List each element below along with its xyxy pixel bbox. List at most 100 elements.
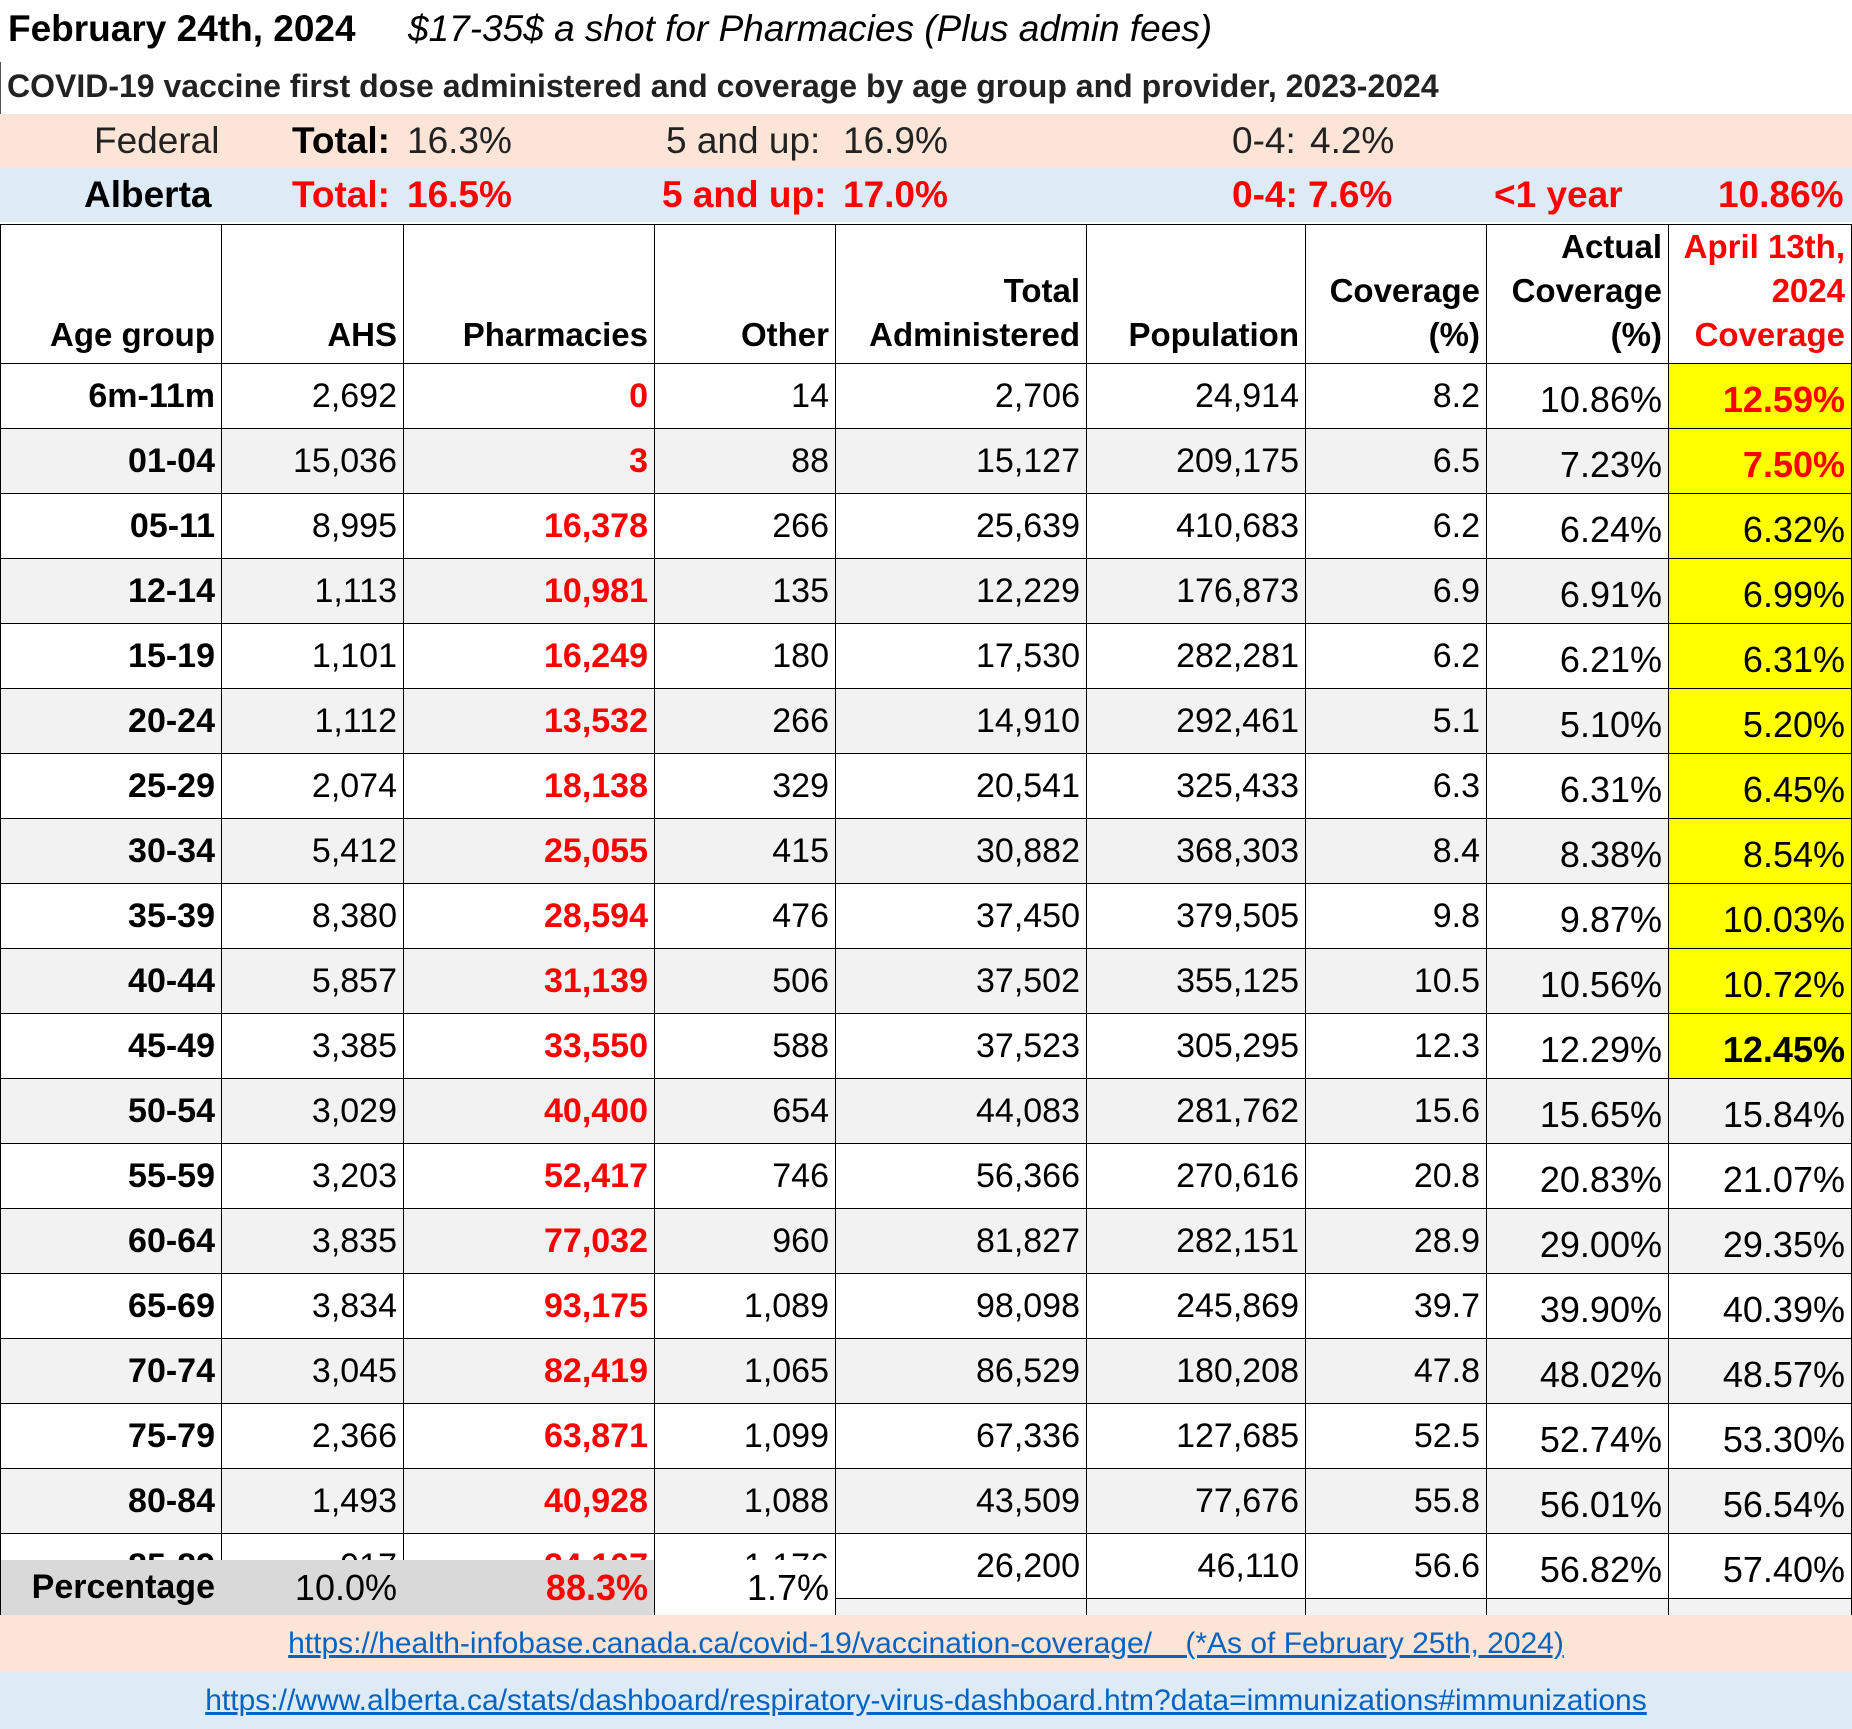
source-federal: https://health-infobase.canada.ca/covid-… <box>0 1615 1852 1672</box>
april-coverage-cell: 56.54% <box>1668 1468 1852 1534</box>
april-coverage-cell: 7.50% <box>1668 428 1852 494</box>
alberta-source-link[interactable]: https://www.alberta.ca/stats/dashboard/r… <box>205 1684 1647 1717</box>
pharmacies-cell: 18,138 <box>403 753 655 819</box>
age-cell: 01-04 <box>0 428 222 494</box>
population-cell: 46,110 <box>1086 1533 1306 1599</box>
table-row: 75-79 2,366 63,871 1,099 67,336 127,685 52.5 52… <box>0 1403 1852 1469</box>
actual-coverage-cell: 52.74% <box>1486 1403 1669 1469</box>
federal-source-link[interactable]: https://health-infobase.canada.ca/covid-… <box>288 1627 1564 1660</box>
alberta-five-up-value: 17.0% <box>843 174 948 215</box>
total-administered-cell: 98,098 <box>835 1273 1087 1339</box>
other-cell: 180 <box>654 623 836 689</box>
pharmacies-cell: 33,550 <box>403 1013 655 1079</box>
population-cell: 245,869 <box>1086 1273 1306 1339</box>
other-cell: 960 <box>654 1208 836 1274</box>
april-coverage-cell: 57.40% <box>1668 1533 1852 1599</box>
coverage-cell: 8.2 <box>1305 363 1487 429</box>
federal-total-value: 16.3% <box>407 120 512 161</box>
coverage-cell: 10.5 <box>1305 948 1487 1014</box>
other-cell: 14 <box>654 363 836 429</box>
age-cell: 70-74 <box>0 1338 222 1404</box>
ahs-cell: 2,692 <box>221 363 404 429</box>
april-coverage-cell: 10.72% <box>1668 948 1852 1014</box>
actual-coverage-cell: 6.21% <box>1486 623 1669 689</box>
coverage-cell: 6.9 <box>1305 558 1487 624</box>
population-cell: 282,281 <box>1086 623 1306 689</box>
total-administered-cell: 67,336 <box>835 1403 1087 1469</box>
col-header-actual-coverage: Actual Coverage (%) <box>1486 224 1669 364</box>
col-header-total: Total Administered <box>835 224 1087 364</box>
population-cell: 355,125 <box>1086 948 1306 1014</box>
other-cell: 1,089 <box>654 1273 836 1339</box>
age-cell: 05-11 <box>0 493 222 559</box>
actual-coverage-cell: 5.10% <box>1486 688 1669 754</box>
total-administered-cell: 2,706 <box>835 363 1087 429</box>
total-administered-cell: 20,541 <box>835 753 1087 819</box>
actual-coverage-cell: 6.91% <box>1486 558 1669 624</box>
col-header-age: Age group <box>0 224 222 364</box>
actual-coverage-cell: 7.23% <box>1486 428 1669 494</box>
total-administered-cell: 37,502 <box>835 948 1087 1014</box>
federal-summary: Federal Total: 16.3% 5 and up: 16.9% 0-4… <box>0 114 1852 168</box>
table-row: 35-39 8,380 28,594 476 37,450 379,505 9.8 9.87%… <box>0 883 1852 949</box>
ahs-cell: 15,036 <box>221 428 404 494</box>
age-cell: 50-54 <box>0 1078 222 1144</box>
total-administered-cell: 15,127 <box>835 428 1087 494</box>
age-cell: 15-19 <box>0 623 222 689</box>
population-cell: 410,683 <box>1086 493 1306 559</box>
age-cell: 60-64 <box>0 1208 222 1274</box>
pharmacies-cell: 77,032 <box>403 1208 655 1274</box>
table-row: 15-19 1,101 16,249 180 17,530 282,281 6.2 6.21%… <box>0 623 1852 689</box>
other-cell: 266 <box>654 688 836 754</box>
table-row: 50-54 3,029 40,400 654 44,083 281,762 15.6 15.6… <box>0 1078 1852 1144</box>
total-administered-cell: 37,450 <box>835 883 1087 949</box>
pharmacies-cell: 63,871 <box>403 1403 655 1469</box>
header-row: Age group AHS Pharmacies Other Total Admi… <box>0 224 1852 364</box>
ahs-cell: 8,380 <box>221 883 404 949</box>
actual-coverage-cell: 56.01% <box>1486 1468 1669 1534</box>
col-header-april-coverage: April 13th, 2024 Coverage <box>1668 224 1852 364</box>
actual-coverage-cell: 29.00% <box>1486 1208 1669 1274</box>
pharmacies-cell: 10,981 <box>403 558 655 624</box>
coverage-cell: 6.2 <box>1305 623 1487 689</box>
ahs-cell: 3,385 <box>221 1013 404 1079</box>
alberta-under-one-label: <1 year <box>1494 174 1623 215</box>
alberta-total-label: Total: <box>292 174 390 215</box>
population-cell: 180,208 <box>1086 1338 1306 1404</box>
actual-coverage-cell: 10.56% <box>1486 948 1669 1014</box>
coverage-cell: 15.6 <box>1305 1078 1487 1144</box>
alberta-under-one-value: 10.86% <box>1718 174 1844 215</box>
coverage-cell: 8.4 <box>1305 818 1487 884</box>
coverage-table: Age group AHS Pharmacies Other Total Admi… <box>0 224 1852 1729</box>
table-row: 25-29 2,074 18,138 329 20,541 325,433 6.3 6.31%… <box>0 753 1852 819</box>
total-administered-cell: 56,366 <box>835 1143 1087 1209</box>
total-administered-cell: 43,509 <box>835 1468 1087 1534</box>
other-cell: 415 <box>654 818 836 884</box>
population-cell: 270,616 <box>1086 1143 1306 1209</box>
age-cell: 65-69 <box>0 1273 222 1339</box>
table-row: 01-04 15,036 3 88 15,127 209,175 6.5 7.23% 7.50% <box>0 428 1852 494</box>
april-coverage-cell: 6.31% <box>1668 623 1852 689</box>
coverage-cell: 20.8 <box>1305 1143 1487 1209</box>
total-administered-cell: 30,882 <box>835 818 1087 884</box>
federal-zero-four-value: 4.2% <box>1310 120 1395 161</box>
ahs-cell: 3,029 <box>221 1078 404 1144</box>
pharmacies-cell: 52,417 <box>403 1143 655 1209</box>
age-cell: 6m-11m <box>0 363 222 429</box>
coverage-cell: 52.5 <box>1305 1403 1487 1469</box>
federal-five-up-value: 16.9% <box>843 120 948 161</box>
pharmacies-cell: 3 <box>403 428 655 494</box>
population-cell: 292,461 <box>1086 688 1306 754</box>
april-coverage-cell: 6.99% <box>1668 558 1852 624</box>
percentage-other: 1.7% <box>654 1560 835 1615</box>
april-coverage-cell: 5.20% <box>1668 688 1852 754</box>
ahs-cell: 1,112 <box>221 688 404 754</box>
alberta-total-value: 16.5% <box>407 174 512 215</box>
pharmacies-cell: 28,594 <box>403 883 655 949</box>
other-cell: 1,065 <box>654 1338 836 1404</box>
actual-coverage-cell: 6.24% <box>1486 493 1669 559</box>
pharmacies-cell: 40,400 <box>403 1078 655 1144</box>
total-administered-cell: 12,229 <box>835 558 1087 624</box>
other-cell: 588 <box>654 1013 836 1079</box>
april-coverage-cell: 12.45% <box>1668 1013 1852 1079</box>
